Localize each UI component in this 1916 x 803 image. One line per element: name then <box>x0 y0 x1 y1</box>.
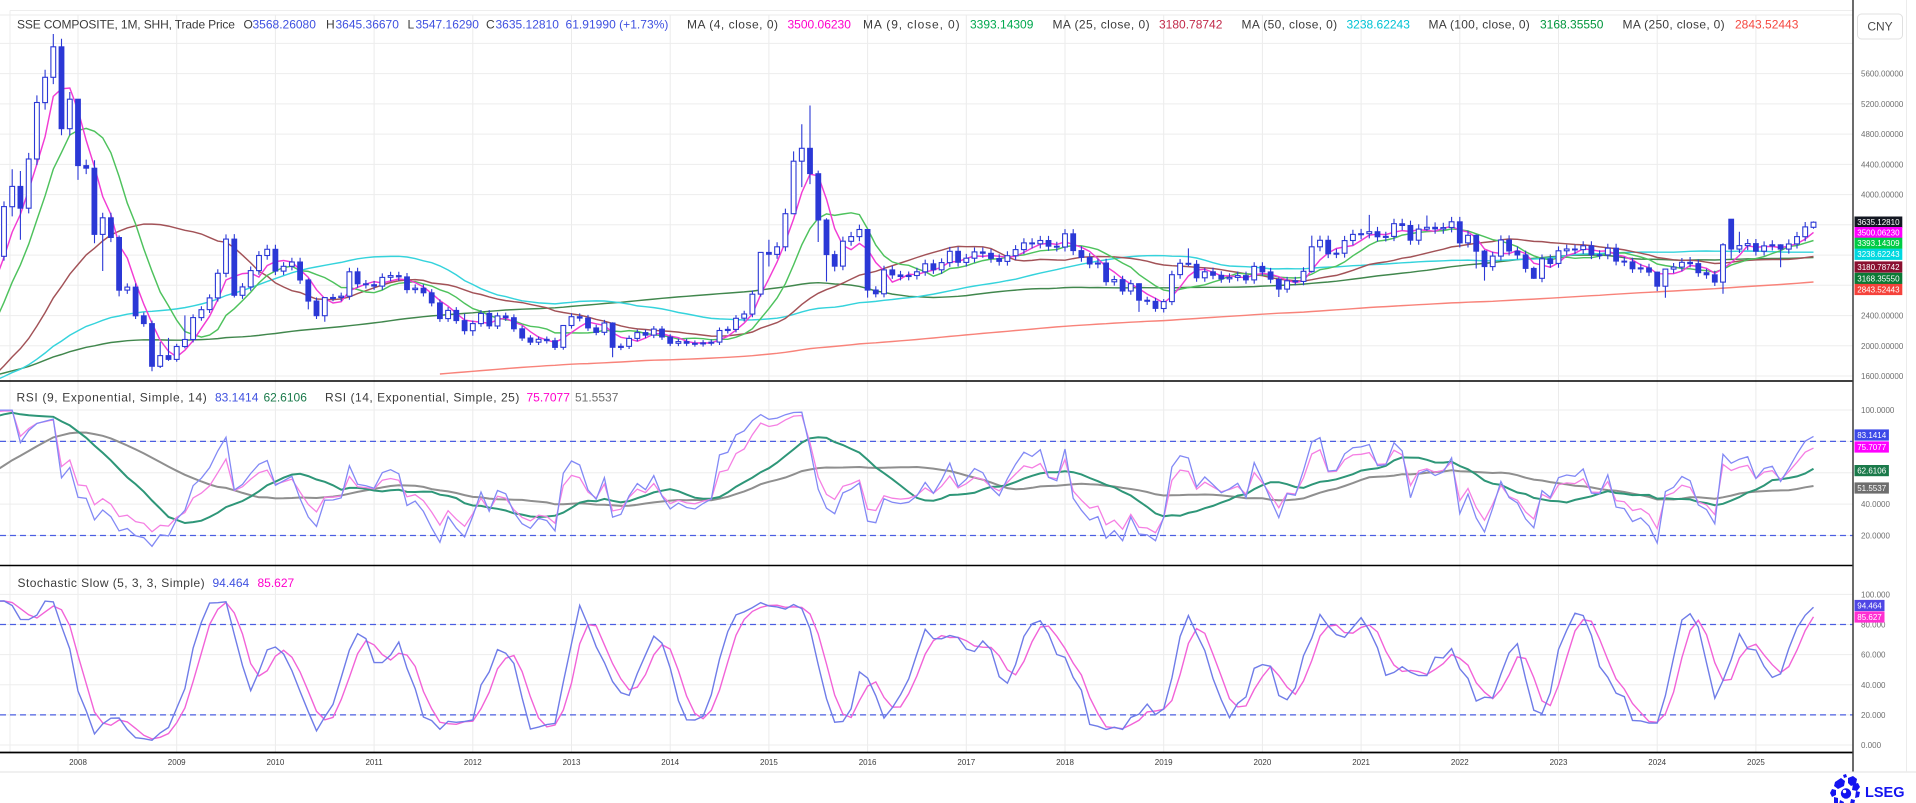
svg-text:62.6106: 62.6106 <box>1857 467 1886 476</box>
svg-text:75.7077: 75.7077 <box>1857 443 1886 452</box>
svg-text:61.91990 (+1.73%): 61.91990 (+1.73%) <box>566 18 669 32</box>
svg-text:20.000: 20.000 <box>1861 711 1886 720</box>
svg-text:MA (250, close, 0): MA (250, close, 0) <box>1623 18 1725 32</box>
svg-text:MA (50, close, 0): MA (50, close, 0) <box>1242 18 1338 32</box>
svg-text:40.0000: 40.0000 <box>1861 500 1890 509</box>
svg-text:O: O <box>244 18 253 32</box>
svg-text:3500.06230: 3500.06230 <box>1857 229 1900 238</box>
svg-text:3568.26080: 3568.26080 <box>253 18 317 32</box>
svg-text:3547.16290: 3547.16290 <box>416 18 480 32</box>
svg-text:L: L <box>408 18 415 32</box>
svg-text:85.627: 85.627 <box>258 576 295 590</box>
svg-text:3500.06230: 3500.06230 <box>788 18 852 32</box>
svg-text:94.464: 94.464 <box>213 576 250 590</box>
svg-text:75.7077: 75.7077 <box>527 391 571 405</box>
svg-text:5200.00000: 5200.00000 <box>1861 100 1904 109</box>
svg-text:51.5537: 51.5537 <box>1857 484 1886 493</box>
svg-text:40.000: 40.000 <box>1861 681 1886 690</box>
svg-text:3238.62243: 3238.62243 <box>1347 18 1411 32</box>
svg-text:60.000: 60.000 <box>1861 651 1886 660</box>
svg-text:2024: 2024 <box>1648 758 1666 767</box>
svg-text:3180.78742: 3180.78742 <box>1159 18 1223 32</box>
svg-text:100.000: 100.000 <box>1861 590 1890 599</box>
svg-text:3238.62243: 3238.62243 <box>1857 250 1900 259</box>
svg-text:80.000: 80.000 <box>1861 621 1886 630</box>
svg-text:RSI (14, Exponential, Simple,: RSI (14, Exponential, Simple, 25) <box>325 391 520 405</box>
svg-text:4000.00000: 4000.00000 <box>1861 191 1904 200</box>
svg-text:2016: 2016 <box>859 758 877 767</box>
svg-text:2021: 2021 <box>1352 758 1370 767</box>
svg-text:C: C <box>486 18 495 32</box>
svg-text:2843.52443: 2843.52443 <box>1735 18 1799 32</box>
svg-text:3393.14309: 3393.14309 <box>1857 239 1900 248</box>
svg-text:5600.00000: 5600.00000 <box>1861 70 1904 79</box>
svg-text:Stochastic Slow (5, 3, 3, Simp: Stochastic Slow (5, 3, 3, Simple) <box>18 576 206 590</box>
svg-text:2011: 2011 <box>365 758 383 767</box>
svg-text:2009: 2009 <box>168 758 186 767</box>
svg-text:2019: 2019 <box>1155 758 1173 767</box>
svg-text:2010: 2010 <box>267 758 285 767</box>
svg-text:51.5537: 51.5537 <box>575 391 619 405</box>
svg-text:2023: 2023 <box>1550 758 1568 767</box>
svg-text:3168.35550: 3168.35550 <box>1540 18 1604 32</box>
svg-text:83.1414: 83.1414 <box>1857 431 1886 440</box>
svg-text:94.464: 94.464 <box>1857 601 1882 610</box>
svg-text:85.627: 85.627 <box>1857 613 1882 622</box>
svg-text:RSI (9, Exponential, Simple, 1: RSI (9, Exponential, Simple, 14) <box>17 391 208 405</box>
svg-text:3635.12810: 3635.12810 <box>1857 218 1900 227</box>
svg-text:100.0000: 100.0000 <box>1861 406 1895 415</box>
svg-text:2018: 2018 <box>1056 758 1074 767</box>
svg-text:2013: 2013 <box>563 758 581 767</box>
svg-text:2025: 2025 <box>1747 758 1765 767</box>
svg-text:2000.00000: 2000.00000 <box>1861 342 1904 351</box>
svg-text:3168.35550: 3168.35550 <box>1857 274 1900 283</box>
svg-text:2020: 2020 <box>1254 758 1272 767</box>
svg-text:4400.00000: 4400.00000 <box>1861 160 1904 169</box>
svg-text:0.000: 0.000 <box>1861 741 1882 750</box>
svg-text:CNY: CNY <box>1867 20 1892 34</box>
svg-text:83.1414: 83.1414 <box>215 391 259 405</box>
svg-text:3635.12810: 3635.12810 <box>496 18 560 32</box>
svg-text:4800.00000: 4800.00000 <box>1861 130 1904 139</box>
svg-text:3645.36670: 3645.36670 <box>336 18 400 32</box>
svg-text:3180.78742: 3180.78742 <box>1857 263 1900 272</box>
svg-text:SSE COMPOSITE, 1M, SHH, Trade: SSE COMPOSITE, 1M, SHH, Trade Price <box>17 18 235 32</box>
svg-text:62.6106: 62.6106 <box>264 391 308 405</box>
svg-text:2015: 2015 <box>760 758 778 767</box>
svg-text:MA (100, close, 0): MA (100, close, 0) <box>1429 18 1531 32</box>
svg-text:2017: 2017 <box>957 758 975 767</box>
svg-text:2014: 2014 <box>661 758 679 767</box>
svg-text:3393.14309: 3393.14309 <box>970 18 1034 32</box>
svg-text:2400.00000: 2400.00000 <box>1861 312 1904 321</box>
svg-text:H: H <box>326 18 335 32</box>
svg-text:MA (25, close, 0): MA (25, close, 0) <box>1053 18 1151 32</box>
svg-text:2843.52443: 2843.52443 <box>1857 285 1900 294</box>
svg-text:MA (4, close, 0): MA (4, close, 0) <box>687 18 779 32</box>
svg-text:1600.00000: 1600.00000 <box>1861 372 1904 381</box>
svg-text:LSEG: LSEG <box>1865 785 1904 801</box>
svg-text:2012: 2012 <box>464 758 482 767</box>
svg-text:2008: 2008 <box>69 758 87 767</box>
svg-text:2022: 2022 <box>1451 758 1469 767</box>
svg-text:MA (9, close, 0): MA (9, close, 0) <box>863 18 960 32</box>
svg-text:20.0000: 20.0000 <box>1861 532 1890 541</box>
